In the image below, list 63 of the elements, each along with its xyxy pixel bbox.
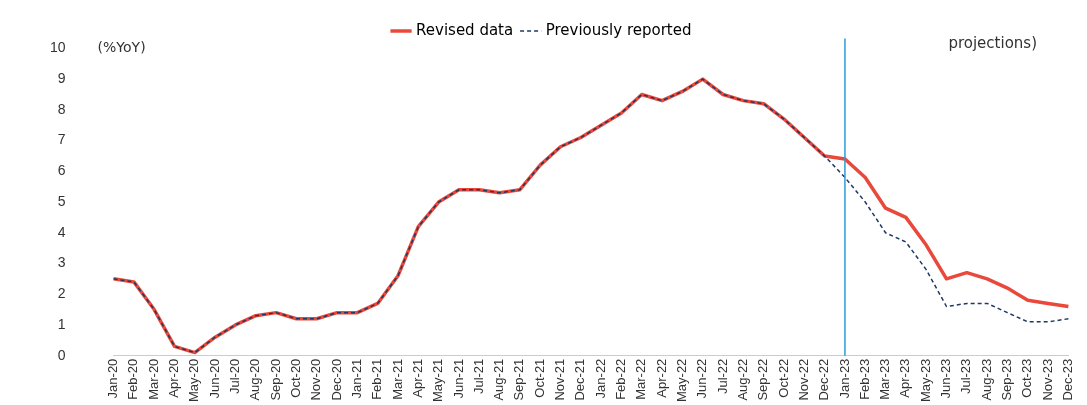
x-tick-label: Jul-23 bbox=[958, 358, 974, 395]
x-tick-label: Oct-22 bbox=[775, 358, 791, 398]
x-tick-label: Jul-20 bbox=[227, 358, 243, 395]
x-tick-label: Mar-20 bbox=[145, 358, 161, 400]
x-tick-label: Aug-22 bbox=[734, 358, 750, 401]
x-tick-label: Feb-22 bbox=[613, 358, 629, 400]
x-tick-label: Dec-23 bbox=[1059, 358, 1075, 401]
y-tick-label: 4 bbox=[57, 223, 66, 240]
y-tick-label: 6 bbox=[57, 162, 66, 179]
x-tick-label: Feb-23 bbox=[856, 358, 872, 400]
x-tick-label: Jul-21 bbox=[470, 358, 486, 395]
x-tick-label: Jun-20 bbox=[206, 358, 222, 399]
x-tick-label: Feb-21 bbox=[369, 358, 385, 400]
y-tick-label: 1 bbox=[57, 315, 66, 332]
y-tick-label: 9 bbox=[57, 69, 66, 86]
x-tick-label: Jan-21 bbox=[348, 358, 364, 399]
x-tick-label: Nov-22 bbox=[795, 358, 811, 401]
y-tick-label: 3 bbox=[57, 254, 66, 271]
x-tick-label: Jan-22 bbox=[592, 358, 608, 399]
x-tick-label: Jan-20 bbox=[105, 358, 121, 399]
x-tick-label: Aug-21 bbox=[491, 358, 507, 401]
x-tick-label: Sep-22 bbox=[755, 358, 771, 401]
x-tick-label: Nov-20 bbox=[308, 358, 324, 401]
legend-label: Previously reported bbox=[545, 20, 692, 39]
x-tick-label: May-22 bbox=[673, 358, 689, 403]
x-tick-label: Sep-20 bbox=[267, 358, 283, 401]
x-tick-label: Jun-22 bbox=[694, 358, 710, 399]
x-tick-label: Oct-20 bbox=[287, 358, 303, 398]
y-tick-label: 10 bbox=[49, 39, 66, 56]
y-tick-label: 0 bbox=[57, 346, 66, 363]
x-tick-label: Apr-20 bbox=[166, 358, 182, 398]
x-tick-label: Jun-23 bbox=[938, 358, 954, 399]
x-tick-label: Aug-23 bbox=[978, 358, 994, 401]
x-tick-label: Dec-21 bbox=[572, 358, 588, 401]
x-tick-label: Mar-23 bbox=[877, 358, 893, 400]
y-tick-label: 7 bbox=[57, 131, 66, 148]
x-tick-label: Apr-22 bbox=[653, 358, 669, 398]
x-tick-label: Oct-21 bbox=[531, 358, 547, 398]
annotation: projections) bbox=[948, 34, 1037, 52]
x-tick-label: Jul-22 bbox=[714, 358, 730, 395]
x-tick-label: Jan-23 bbox=[836, 358, 852, 399]
legend-label: Revised data bbox=[416, 20, 514, 39]
x-tick-label: May-20 bbox=[186, 358, 202, 403]
x-tick-label: Sep-23 bbox=[999, 358, 1015, 401]
x-tick-label: Feb-20 bbox=[125, 358, 141, 400]
x-tick-label: Sep-21 bbox=[511, 358, 527, 401]
x-tick-label: May-23 bbox=[917, 358, 933, 403]
x-tick-label: Nov-23 bbox=[1039, 358, 1055, 401]
x-tick-label: Nov-21 bbox=[552, 358, 568, 401]
y-tick-label: 8 bbox=[57, 100, 66, 117]
x-tick-label: Dec-20 bbox=[328, 358, 344, 401]
x-tick-label: Mar-22 bbox=[633, 358, 649, 400]
y-tick-label: 5 bbox=[57, 192, 66, 209]
x-tick-label: Mar-21 bbox=[389, 358, 405, 400]
y-axis-title: (%YoY) bbox=[97, 39, 146, 56]
x-tick-label: Jun-21 bbox=[450, 358, 466, 399]
x-tick-label: Apr-23 bbox=[897, 358, 913, 398]
x-tick-label: Aug-20 bbox=[247, 358, 263, 401]
x-tick-label: Apr-21 bbox=[409, 358, 425, 398]
x-tick-label: Oct-23 bbox=[1019, 358, 1035, 398]
x-tick-label: May-21 bbox=[430, 358, 446, 403]
y-tick-label: 2 bbox=[57, 285, 66, 302]
x-tick-label: Dec-22 bbox=[816, 358, 832, 401]
